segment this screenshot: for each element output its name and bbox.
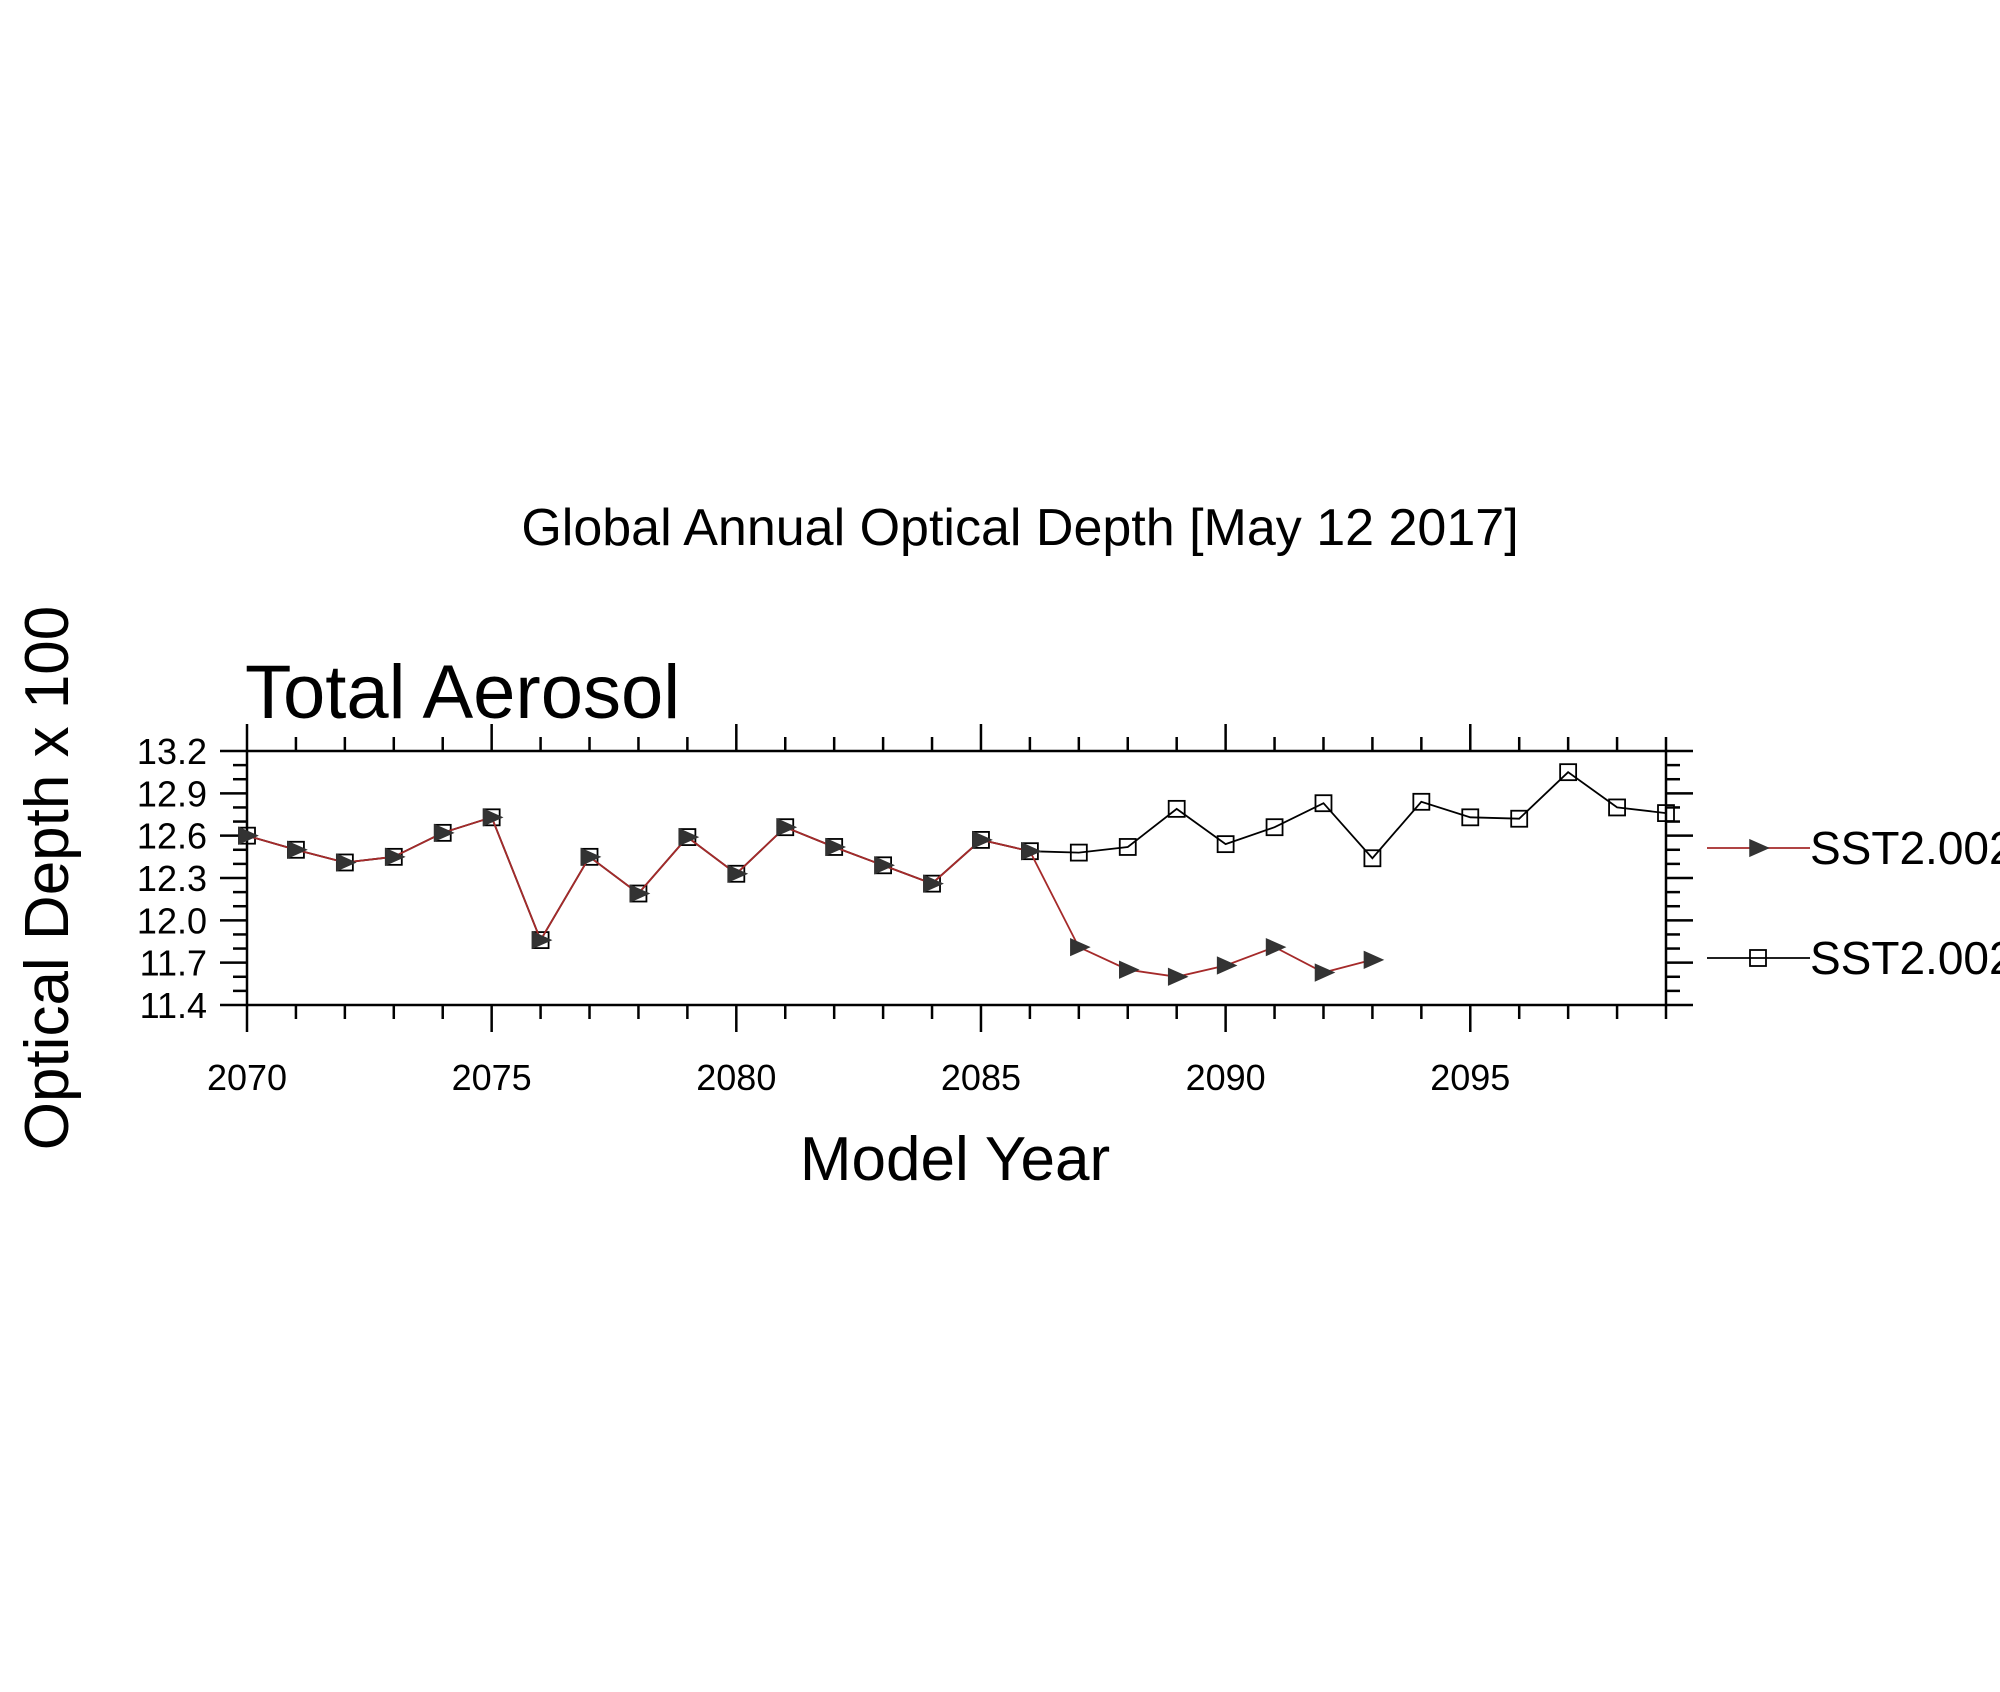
data-point-triangle <box>923 874 944 893</box>
data-point-triangle <box>678 827 700 847</box>
y-tick-label: 11.4 <box>140 985 207 1026</box>
x-tick-label: 2090 <box>1186 1057 1266 1098</box>
chart-subtitle: Total Aerosol <box>245 650 680 735</box>
y-tick-label: 12.3 <box>137 858 207 899</box>
legend-item: SST2.002 <box>1707 822 2000 874</box>
x-tick-label: 2085 <box>941 1057 1021 1098</box>
data-point-square <box>1216 835 1235 854</box>
data-point-triangle <box>1216 956 1238 975</box>
y-axis-label: Optical Depth x 100 <box>13 606 82 1151</box>
x-tick-label: 2080 <box>696 1057 776 1098</box>
legend-label: SST2.002 <box>1810 932 2000 984</box>
data-point-square <box>1412 792 1431 811</box>
legend: SST2.002 SST2.002 <box>1707 822 2000 984</box>
data-point-triangle <box>433 823 455 842</box>
data-point-triangle <box>580 847 602 866</box>
data-point-square <box>1314 794 1333 813</box>
y-tick-label: 11.7 <box>140 943 207 984</box>
series-red-triangles <box>238 808 1385 986</box>
data-point-square <box>1363 849 1382 868</box>
data-point-triangle <box>1070 937 1091 957</box>
data-point-triangle <box>727 864 749 883</box>
data-point-triangle <box>238 826 259 845</box>
data-point-square <box>1608 798 1626 817</box>
series-black-squares <box>238 763 1675 949</box>
data-point-triangle <box>972 830 993 850</box>
y-tick-label: 12.9 <box>137 773 207 814</box>
legend-marker-triangle <box>1749 838 1770 858</box>
data-point-triangle <box>1363 950 1385 969</box>
data-point-triangle <box>482 808 504 827</box>
data-point-triangle <box>629 884 651 903</box>
data-point-triangle <box>336 853 357 872</box>
data-point-square <box>1461 808 1480 827</box>
x-axis-label: Model Year <box>800 1125 1110 1194</box>
y-tick-label: 12.0 <box>137 900 207 941</box>
data-point-triangle <box>531 930 553 950</box>
series-line <box>246 816 1373 978</box>
data-point-triangle <box>874 856 895 875</box>
data-point-triangle <box>385 847 406 866</box>
legend-label: SST2.002 <box>1810 822 2000 874</box>
data-point-square <box>1167 799 1186 818</box>
y-tick-label: 13.2 <box>137 731 207 772</box>
data-point-triangle <box>287 840 308 859</box>
data-point-triangle <box>1314 963 1336 982</box>
x-tick-label: 2095 <box>1430 1057 1510 1098</box>
x-tick-label: 2070 <box>207 1057 287 1098</box>
series-line <box>246 771 1667 943</box>
axes: 2070 2075 2080 2085 2090 2095 11.411.712.012.3… <box>137 724 1693 1098</box>
data-point-square <box>1657 804 1675 822</box>
data-point-triangle <box>1167 967 1189 986</box>
chart-title: Global Annual Optical Depth [May 12 2017… <box>521 499 1518 557</box>
x-tick-label: 2075 <box>452 1057 532 1098</box>
legend-item: SST2.002 <box>1707 932 2000 984</box>
data-point-square <box>1559 763 1578 782</box>
legend-marker-square <box>1749 949 1767 967</box>
data-point-triangle <box>1021 842 1042 861</box>
data-point-square <box>1265 818 1284 837</box>
data-point-square <box>1069 843 1088 862</box>
data-point-triangle <box>825 837 847 857</box>
data-point-square <box>1510 809 1529 828</box>
y-tick-label: 12.6 <box>137 816 207 857</box>
data-point-triangle <box>1265 937 1287 957</box>
data-point-triangle <box>1119 960 1140 979</box>
data-point-triangle <box>776 818 798 837</box>
plot-frame <box>245 749 1668 1007</box>
data-point-square <box>1118 838 1137 856</box>
series-layer <box>238 763 1675 986</box>
